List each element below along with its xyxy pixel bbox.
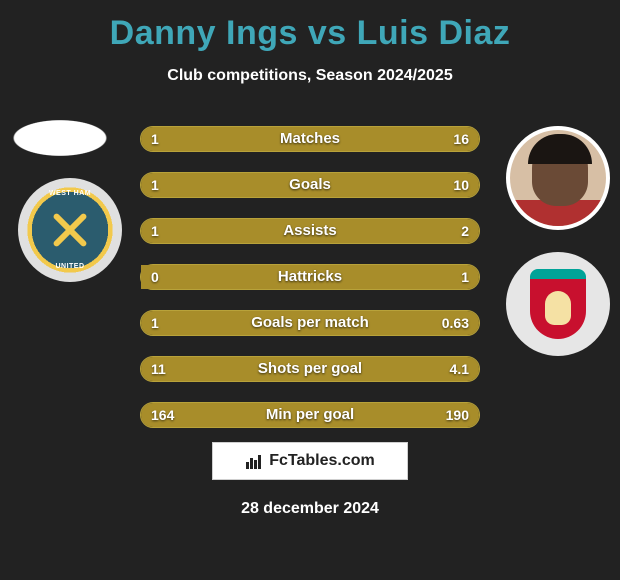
brand-box: FcTables.com	[212, 442, 408, 480]
brand-bars-icon	[245, 452, 263, 470]
stat-row: 110Goals	[140, 172, 480, 198]
stat-row: 164190Min per goal	[140, 402, 480, 428]
bird-icon	[545, 291, 571, 325]
date-stamp: 28 december 2024	[0, 500, 620, 518]
stat-row: 114.1Shots per goal	[140, 356, 480, 382]
stat-label: Hattricks	[141, 265, 479, 289]
hammers-icon	[48, 208, 92, 252]
avatar-hair	[528, 134, 592, 164]
comparison-bars: 116Matches 110Goals 12Assists 01Hattricks 10…	[140, 126, 480, 448]
stat-row: 01Hattricks	[140, 264, 480, 290]
stat-row: 10.63Goals per match	[140, 310, 480, 336]
shield-icon	[530, 269, 586, 339]
page-title: Danny Ings vs Luis Diaz	[0, 0, 620, 53]
stat-row: 12Assists	[140, 218, 480, 244]
club-badge-left: WEST HAM UNITED	[18, 178, 122, 282]
club-badge-right	[506, 252, 610, 356]
stat-label: Min per goal	[141, 403, 479, 427]
stat-label: Shots per goal	[141, 357, 479, 381]
avatar-player-right	[506, 126, 610, 230]
stat-label: Matches	[141, 127, 479, 151]
stat-label: Goals	[141, 173, 479, 197]
brand-text: FcTables.com	[269, 452, 375, 470]
page-subtitle: Club competitions, Season 2024/2025	[0, 67, 620, 85]
club-badge-left-text-bottom: UNITED	[18, 263, 122, 270]
club-badge-left-text-top: WEST HAM	[18, 190, 122, 197]
avatar-player-left	[8, 118, 112, 158]
stat-row: 116Matches	[140, 126, 480, 152]
stat-label: Goals per match	[141, 311, 479, 335]
stat-label: Assists	[141, 219, 479, 243]
